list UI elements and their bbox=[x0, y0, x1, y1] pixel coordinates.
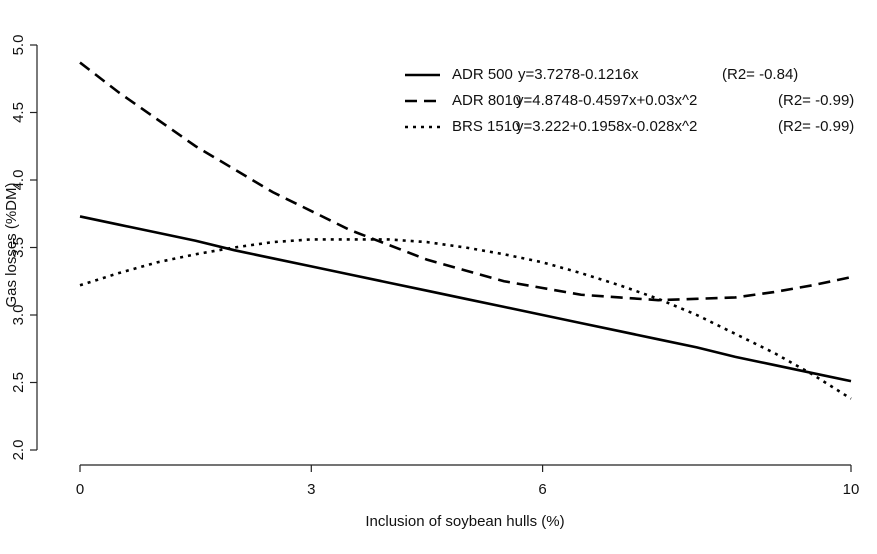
legend-r2: (R2= -0.99) bbox=[778, 92, 854, 109]
y-tick-label: 2.5 bbox=[10, 372, 27, 393]
legend-r2: (R2= -0.84) bbox=[722, 66, 798, 83]
legend-equation: y=3.7278-0.1216x bbox=[518, 66, 639, 83]
y-tick-label: 5.0 bbox=[10, 35, 27, 56]
y-axis-label: Gas losses (%DM) bbox=[3, 182, 20, 307]
y-tick-label: 3.0 bbox=[10, 305, 27, 326]
x-axis-label: Inclusion of soybean hulls (%) bbox=[365, 513, 564, 530]
series-line bbox=[79, 61, 852, 302]
x-tick-label: 3 bbox=[307, 481, 315, 498]
y-tick-label: 3.5 bbox=[10, 237, 27, 258]
series-line bbox=[79, 215, 852, 383]
y-tick-label: 2.0 bbox=[10, 440, 27, 461]
legend-r2: (R2= -0.99) bbox=[778, 118, 854, 135]
y-tick-label: 4.5 bbox=[10, 102, 27, 123]
series-line bbox=[79, 238, 852, 400]
legend-label: ADR 500 bbox=[452, 66, 513, 83]
x-tick-label: 10 bbox=[843, 481, 860, 498]
legend-label: ADR 8010 bbox=[452, 92, 521, 109]
legend-equation: y=4.8748-0.4597x+0.03x^2 bbox=[516, 92, 697, 109]
legend-label: BRS 1510 bbox=[452, 118, 520, 135]
x-tick-label: 6 bbox=[538, 481, 546, 498]
y-tick-label: 4.0 bbox=[10, 170, 27, 191]
legend-equation: y=3.222+0.1958x-0.028x^2 bbox=[516, 118, 697, 135]
x-tick-label: 0 bbox=[76, 481, 84, 498]
